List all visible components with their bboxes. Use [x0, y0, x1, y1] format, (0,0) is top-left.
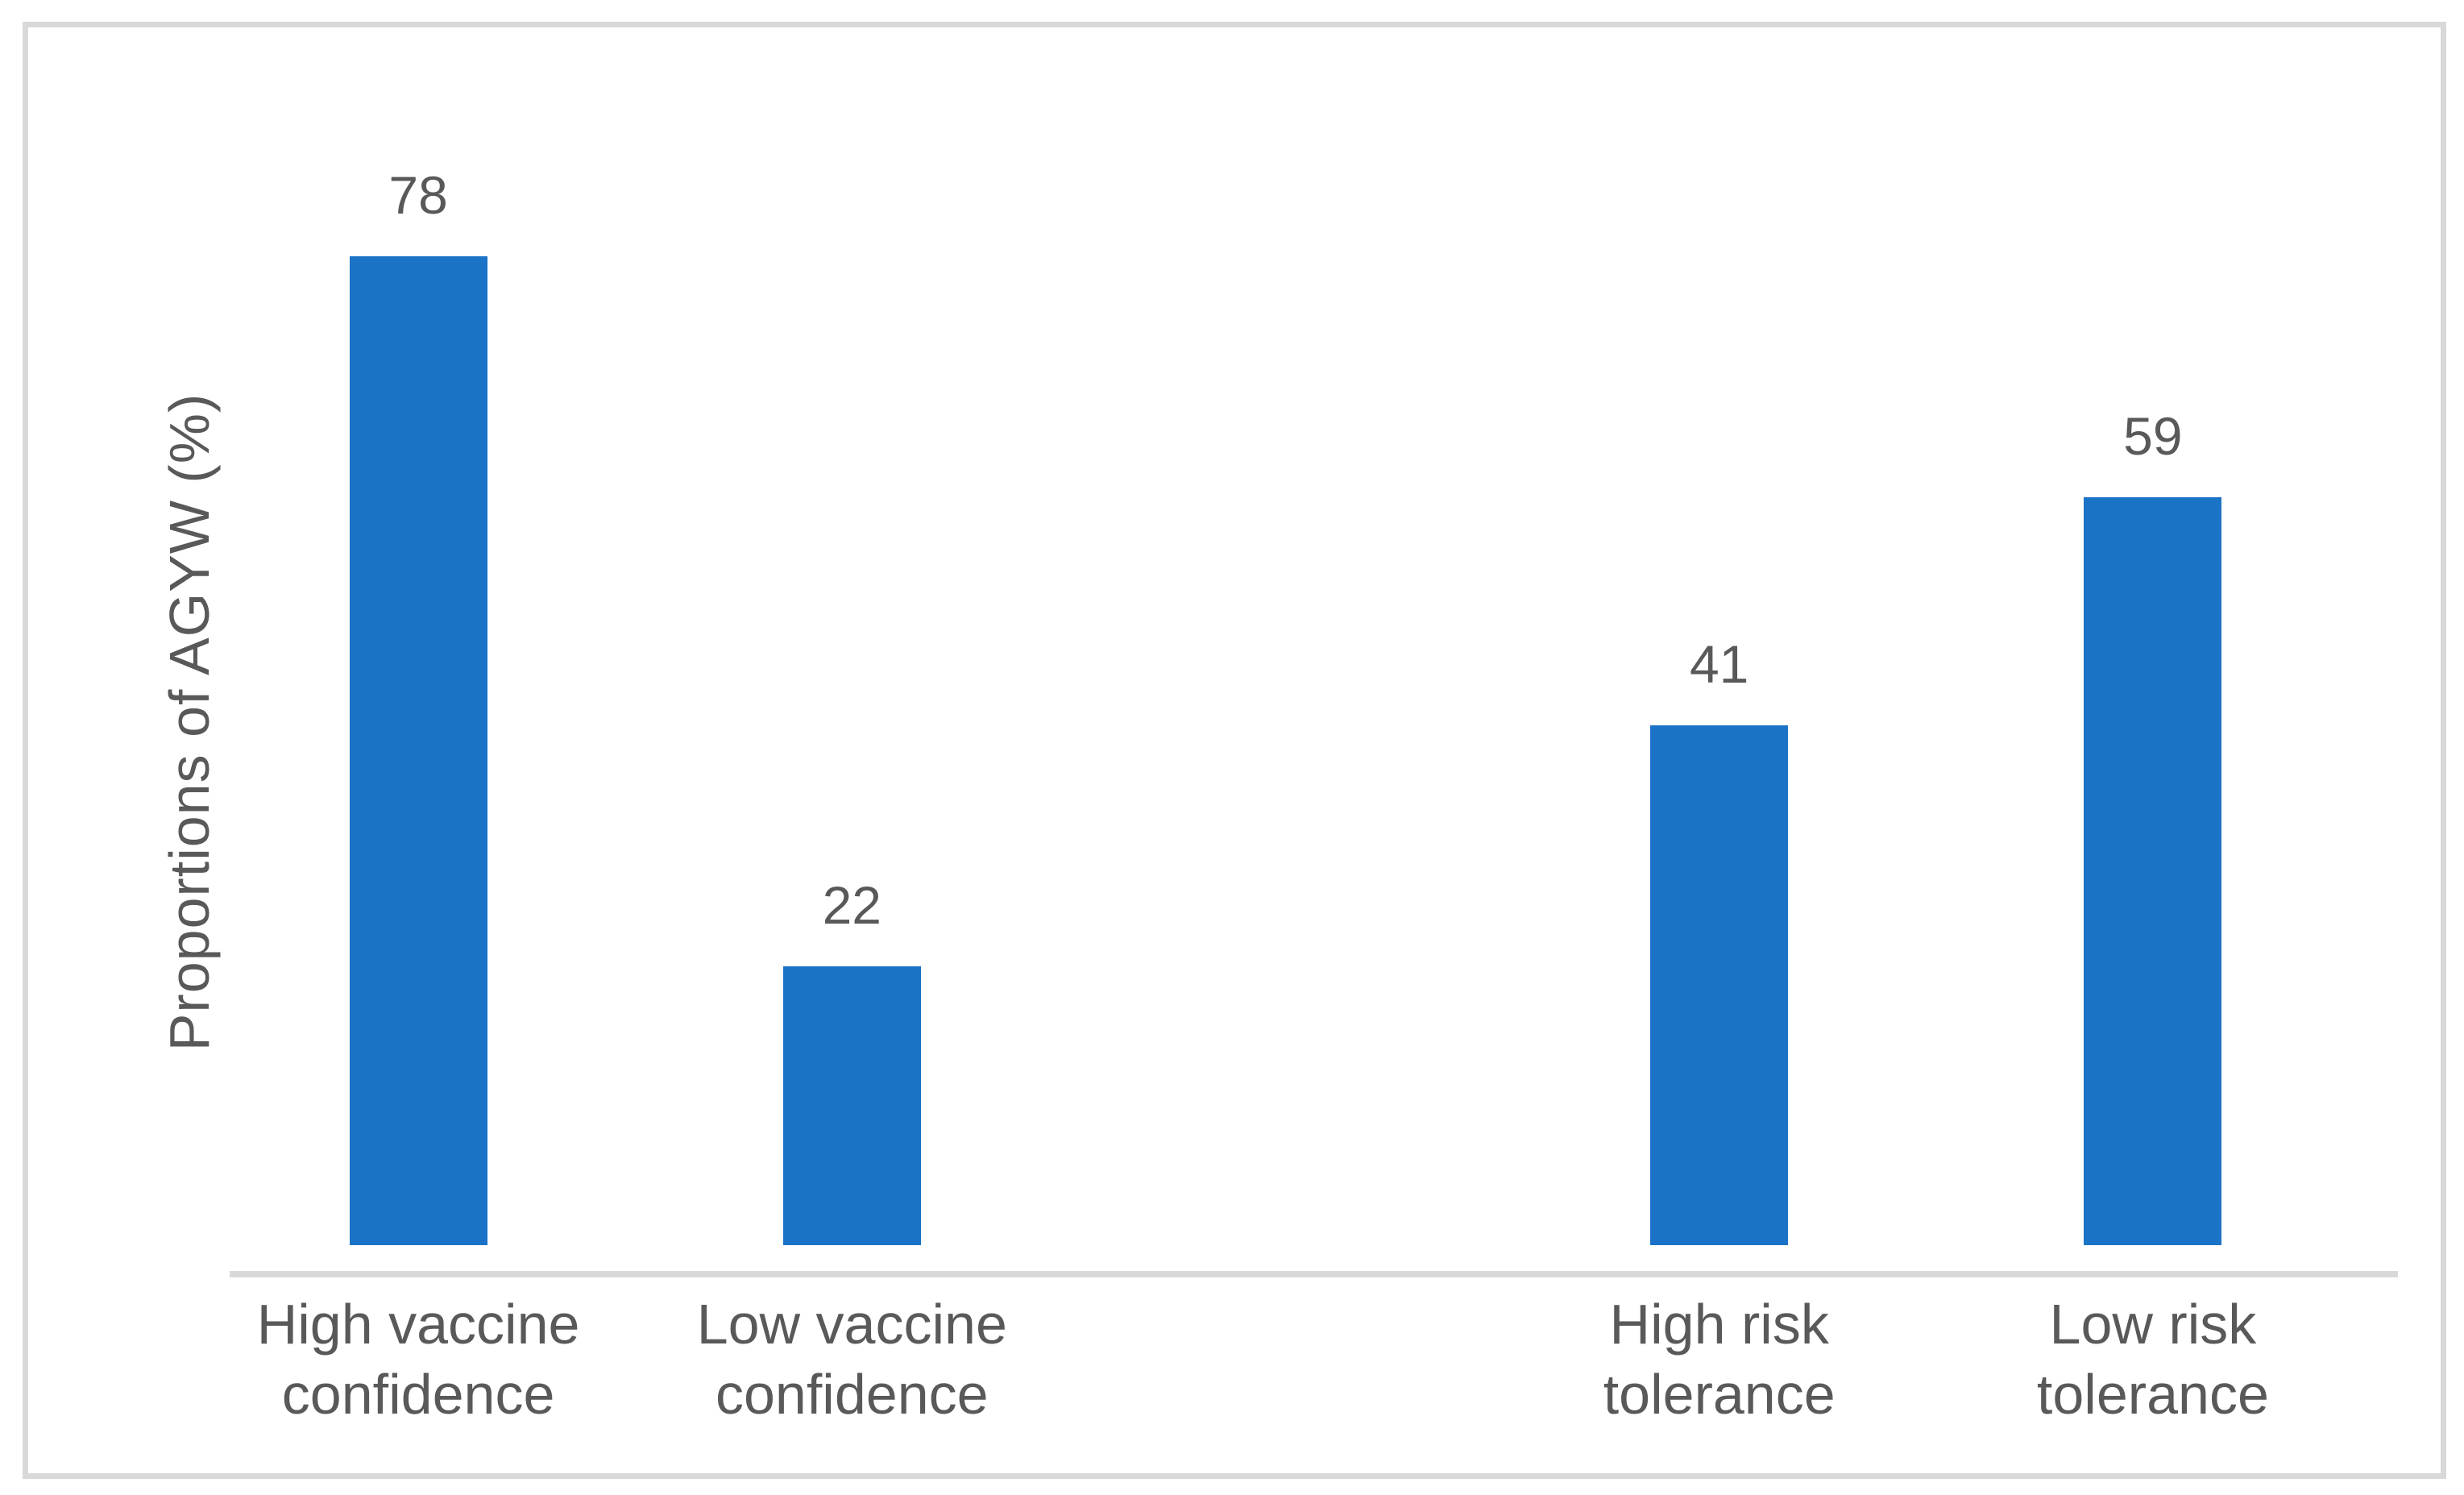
- category-label-line: tolerance: [1603, 1363, 1836, 1426]
- category-label-high-vaccine-confidence: High vaccine confidence: [168, 1289, 668, 1430]
- bar-low-vaccine-confidence: [782, 966, 921, 1245]
- bar-high-vaccine-confidence: [349, 256, 487, 1245]
- category-label-low-vaccine-confidence: Low vaccine confidence: [602, 1289, 1101, 1430]
- category-label-low-risk-tolerance: Low risk tolerance: [1903, 1289, 2403, 1430]
- data-label-high-vaccine-confidence: 78: [388, 165, 448, 226]
- bar-low-risk-tolerance: [2084, 497, 2222, 1245]
- category-label-line: tolerance: [2036, 1363, 2269, 1426]
- bar-high-risk-tolerance: [1650, 725, 1789, 1245]
- category-label-line: confidence: [281, 1363, 555, 1426]
- data-label-low-risk-tolerance: 59: [2123, 406, 2183, 467]
- category-label-line: High risk: [1609, 1293, 1829, 1356]
- category-label-high-risk-tolerance: High risk tolerance: [1470, 1289, 1969, 1430]
- category-label-line: Low vaccine: [696, 1293, 1007, 1356]
- category-label-line: confidence: [716, 1363, 989, 1426]
- data-label-high-risk-tolerance: 41: [1689, 634, 1749, 695]
- y-axis-title: Proportions of AGYW (%): [158, 392, 221, 1052]
- category-label-line: High vaccine: [256, 1293, 580, 1356]
- category-label-line: Low risk: [2049, 1293, 2257, 1356]
- x-axis-line: [230, 1271, 2398, 1277]
- data-label-low-vaccine-confidence: 22: [822, 875, 881, 936]
